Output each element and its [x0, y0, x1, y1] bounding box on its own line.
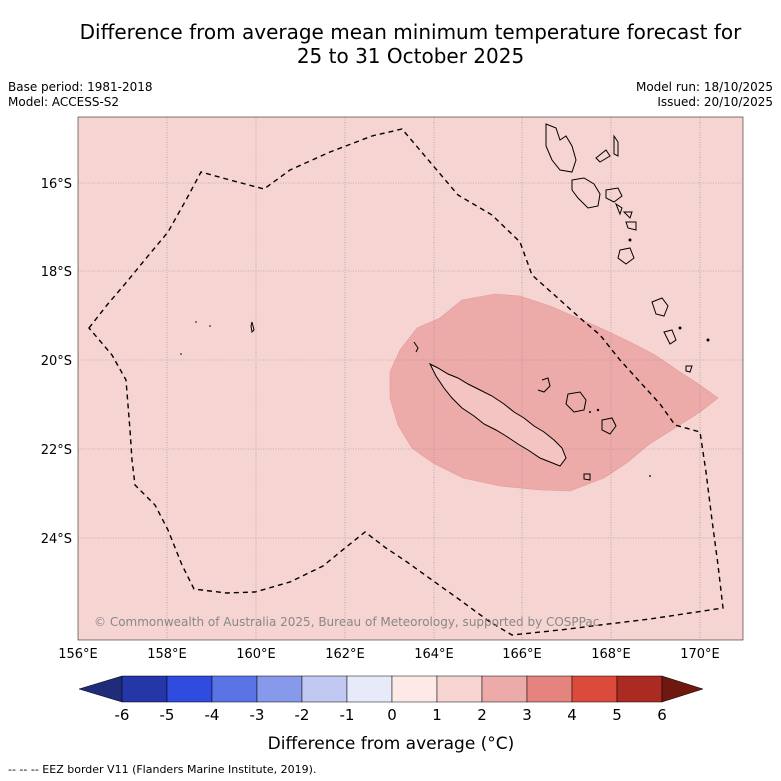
colorbar-label: Difference from average (°C)	[268, 734, 515, 754]
colorbar	[78, 675, 704, 703]
lon-tick-label: 160°E	[236, 647, 276, 662]
colorbar-segment	[121, 675, 168, 703]
belep-island	[413, 341, 419, 353]
colorbar-segment	[571, 675, 618, 703]
base-period: Base period: 1981-2018	[8, 80, 153, 94]
small-islet	[589, 411, 591, 413]
small-islet	[209, 325, 211, 327]
eez-border	[88, 128, 724, 636]
small-islet	[180, 353, 182, 355]
copyright-notice: © Commonwealth of Australia 2025, Bureau…	[94, 615, 599, 629]
colorbar-segment	[436, 675, 483, 703]
small-islet	[596, 408, 600, 412]
lon-tick-label: 166°E	[502, 647, 542, 662]
lon-tick-label: 164°E	[414, 647, 454, 662]
mare-island	[601, 417, 617, 435]
small-islet	[649, 475, 651, 477]
colorbar-segment	[256, 675, 303, 703]
chesterfield-reef	[250, 321, 255, 334]
colorbar-segment	[481, 675, 528, 703]
anomaly-region	[389, 293, 719, 492]
lon-tick-label: 158°E	[147, 647, 187, 662]
small-islet	[195, 321, 197, 323]
isle-of-pines	[583, 473, 591, 481]
lat-tick-label: 18°S	[41, 265, 72, 280]
colorbar-tick-label: -6	[115, 706, 130, 724]
lon-axis: 156°E 158°E 160°E 162°E 164°E 166°E 168°…	[58, 647, 720, 662]
lat-axis: 16°S 18°S 20°S 22°S 24°S	[41, 177, 72, 547]
map-frame	[77, 116, 744, 641]
title-line-1: Difference from average mean minimum tem…	[79, 20, 742, 44]
colorbar-tick-label: -5	[160, 706, 175, 724]
colorbar-segment	[346, 675, 393, 703]
colorbar-segment	[526, 675, 573, 703]
gridlines	[78, 117, 743, 640]
eez-footer-note: -- -- -- EEZ border V11 (Flanders Marine…	[8, 763, 317, 776]
lon-tick-label: 156°E	[58, 647, 98, 662]
colorbar-tick-label: -2	[295, 706, 310, 724]
title-line-2: 25 to 31 October 2025	[296, 44, 525, 68]
lat-tick-label: 20°S	[41, 354, 72, 369]
colorbar-segment	[616, 675, 663, 703]
colorbar-tick-label: 3	[522, 706, 532, 724]
model-name: Model: ACCESS-S2	[8, 95, 120, 109]
issued-date: Issued: 20/10/2025	[657, 95, 773, 109]
chart-title: Difference from average mean minimum tem…	[0, 20, 781, 68]
lon-tick-label: 162°E	[325, 647, 365, 662]
ouvea-island	[537, 377, 551, 393]
vanuatu-islands	[545, 123, 710, 373]
lon-tick-label: 170°E	[680, 647, 720, 662]
colorbar-segment	[166, 675, 213, 703]
colorbar-tick-label: 0	[387, 706, 397, 724]
grande-terre-island	[428, 362, 567, 467]
lat-tick-label: 24°S	[41, 532, 72, 547]
colorbar-tick-label: -3	[250, 706, 265, 724]
lifou-island	[565, 391, 587, 413]
colorbar-tick-label: -1	[340, 706, 355, 724]
colorbar-tick-label: 4	[567, 706, 577, 724]
lat-tick-label: 16°S	[41, 177, 72, 192]
lon-tick-label: 168°E	[591, 647, 631, 662]
colorbar-ticks: -6 -5 -4 -3 -2 -1 0 1 2 3 4 5 6	[115, 706, 667, 724]
meta-right: Model run: 18/10/2025 Issued: 20/10/2025	[636, 80, 773, 110]
colorbar-extend-low	[78, 675, 123, 703]
model-run: Model run: 18/10/2025	[635, 80, 773, 94]
colorbar-tick-label: -4	[205, 706, 220, 724]
colorbar-segment	[391, 675, 438, 703]
colorbar-segment	[301, 675, 348, 703]
colorbar-tick-label: 1	[432, 706, 442, 724]
colorbar-tick-label: 5	[612, 706, 622, 724]
colorbar-tick-label: 6	[657, 706, 667, 724]
colorbar-segment	[211, 675, 258, 703]
lat-tick-label: 22°S	[41, 443, 72, 458]
meta-left: Base period: 1981-2018 Model: ACCESS-S2	[8, 80, 153, 110]
colorbar-tick-label: 2	[477, 706, 487, 724]
colorbar-extend-high	[661, 675, 704, 703]
